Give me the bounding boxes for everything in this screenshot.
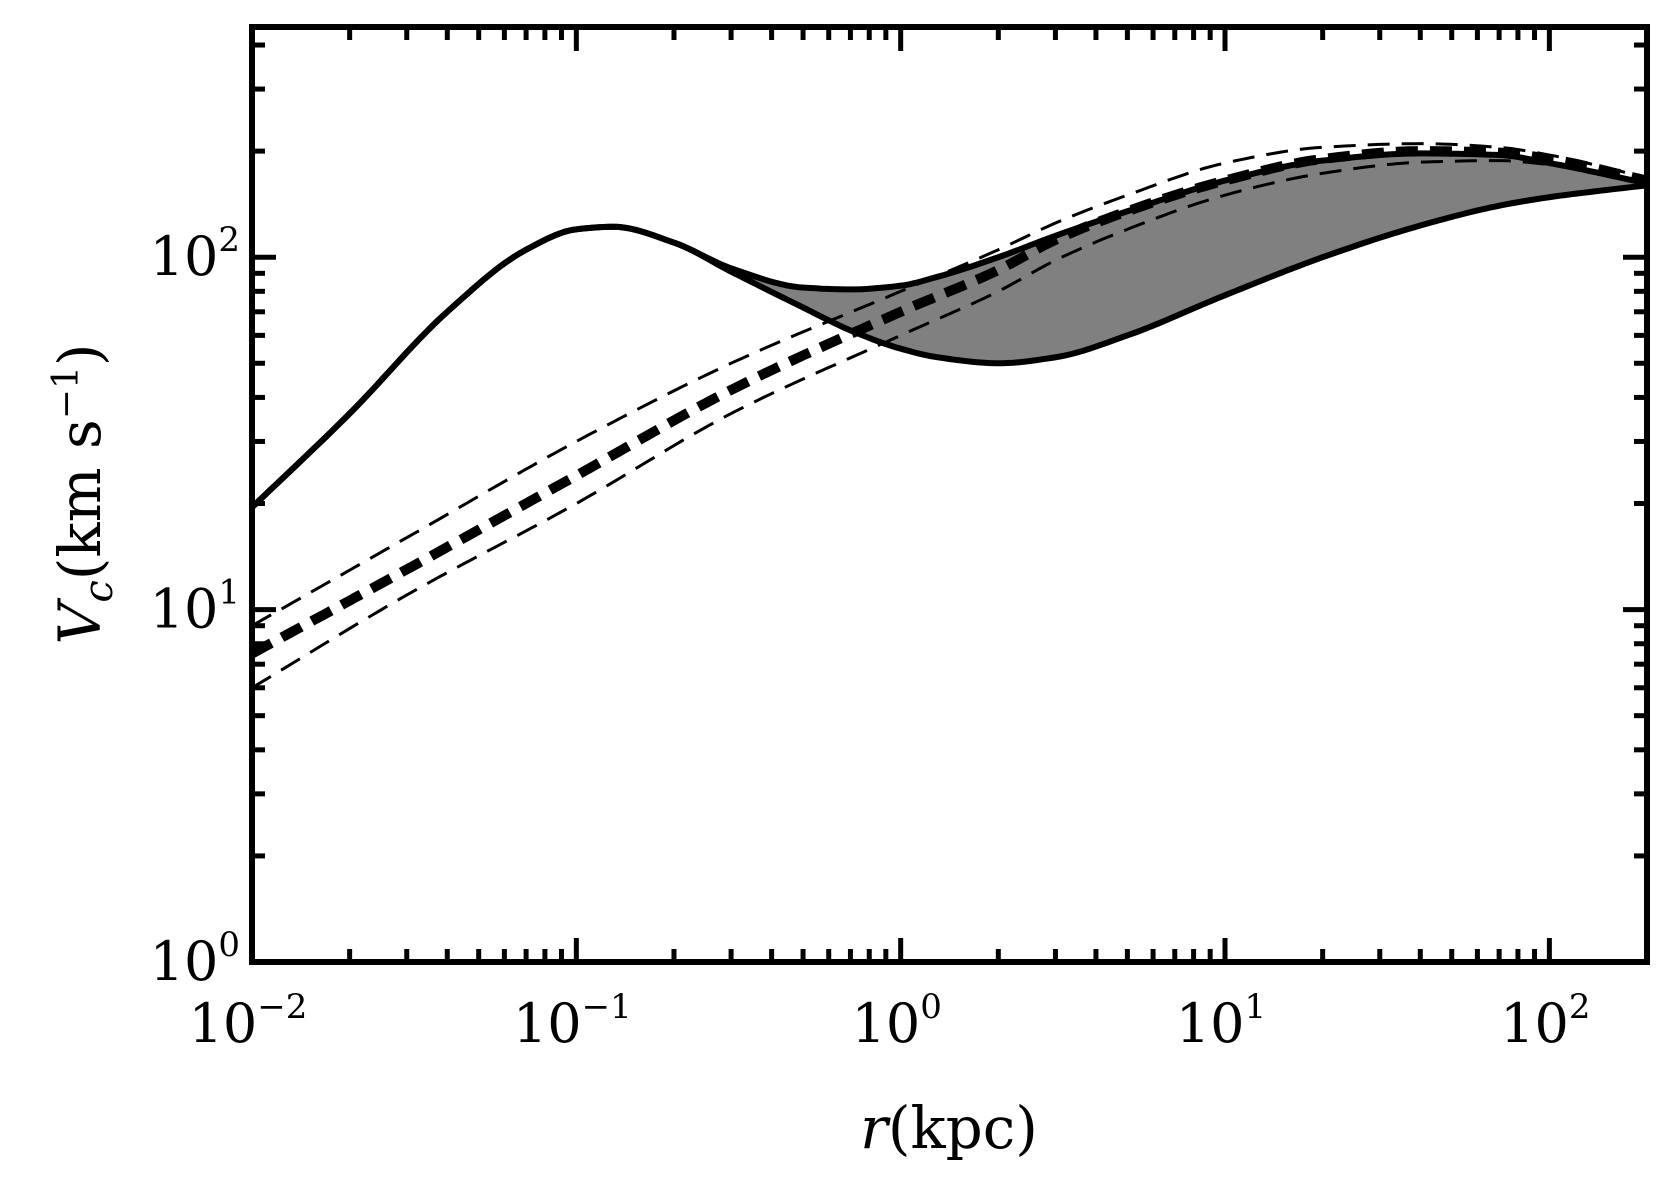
series-layer bbox=[252, 142, 1647, 690]
x-tick-label: 102 bbox=[1500, 987, 1590, 1055]
y-tick-label: 100 bbox=[150, 925, 240, 993]
x-axis-label: r(kpc) bbox=[860, 1094, 1038, 1162]
uncertainty-band bbox=[252, 153, 1647, 508]
x-tick-label: 10−1 bbox=[513, 987, 632, 1055]
y-tick-label: 102 bbox=[150, 220, 240, 288]
tick-label-layer: 10−2 10−1 100 101 102 100 101 102 bbox=[150, 220, 1591, 1055]
x-tick-label: 100 bbox=[852, 987, 942, 1055]
y-tick-label: 101 bbox=[150, 573, 240, 641]
x-tick-label: 10−2 bbox=[189, 987, 308, 1055]
y-axis-label: Vc(km s−1) bbox=[46, 344, 122, 645]
series-halo-lower bbox=[252, 159, 1647, 690]
x-tick-label: 101 bbox=[1176, 987, 1266, 1055]
uncertainty-band-area bbox=[252, 153, 1647, 508]
series-total-lower bbox=[252, 182, 1647, 510]
series-halo-best bbox=[252, 146, 1647, 659]
plot-frame bbox=[249, 24, 1650, 965]
